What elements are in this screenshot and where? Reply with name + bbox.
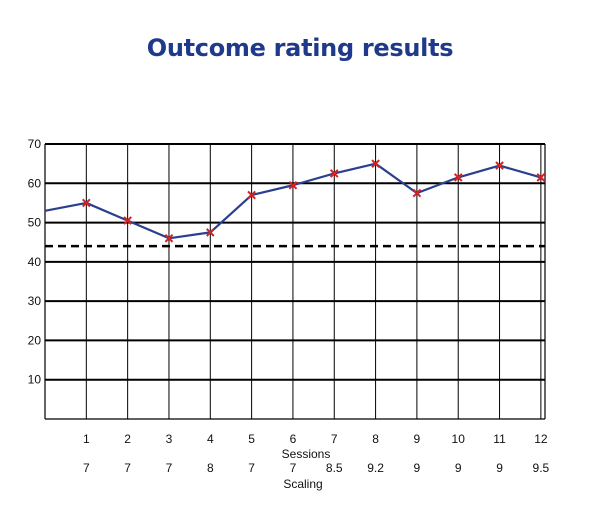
data-point-4 bbox=[205, 228, 215, 237]
scaling-label-2: 7 bbox=[124, 461, 131, 475]
scaling-label-12: 9.5 bbox=[533, 461, 550, 475]
y-tick-label-20: 20 bbox=[28, 333, 42, 347]
y-tick-label-40: 40 bbox=[28, 255, 42, 269]
data-point-mark bbox=[288, 180, 298, 190]
data-point-mark bbox=[412, 188, 422, 198]
x-tick-label-9: 9 bbox=[414, 432, 421, 446]
data-point-1 bbox=[82, 198, 91, 208]
data-point-10 bbox=[453, 173, 463, 182]
data-point-mark bbox=[205, 228, 215, 237]
scaling-label-9: 9 bbox=[414, 461, 421, 475]
x-tick-label-3: 3 bbox=[166, 432, 173, 446]
data-point-mark bbox=[495, 161, 504, 170]
data-point-8 bbox=[371, 159, 380, 168]
y-tick-label-60: 60 bbox=[28, 176, 42, 190]
x-tick-label-2: 2 bbox=[124, 432, 131, 446]
x-tick-label-10: 10 bbox=[452, 432, 466, 446]
scaling-label-7: 8.5 bbox=[326, 461, 343, 475]
data-point-11 bbox=[495, 161, 504, 170]
axis-labels: 10 20 30 40 50 60 70 1 7 2 7 3 7 4 8 5 7 6 7 7 8.5 8 9.2 9 9 10 9 1… bbox=[28, 137, 550, 491]
data-point-5 bbox=[247, 190, 256, 200]
data-point-mark bbox=[329, 169, 339, 178]
x-tick-label-4: 4 bbox=[207, 432, 214, 446]
scaling-row-title: Scaling bbox=[283, 477, 322, 491]
scaling-label-3: 7 bbox=[166, 461, 173, 475]
scaling-label-5: 7 bbox=[248, 461, 255, 475]
data-point-mark bbox=[453, 173, 463, 182]
data-point-mark bbox=[536, 173, 546, 182]
data-point-7 bbox=[329, 169, 339, 178]
data-point-mark bbox=[123, 216, 132, 225]
chart-title: Outcome rating results bbox=[146, 34, 454, 62]
scaling-label-8: 9.2 bbox=[367, 461, 384, 475]
x-tick-label-12: 12 bbox=[534, 432, 548, 446]
y-tick-label-50: 50 bbox=[28, 216, 42, 230]
x-tick-label-11: 11 bbox=[493, 432, 506, 446]
data-point-mark bbox=[164, 233, 174, 243]
data-point-2 bbox=[123, 216, 132, 225]
data-point-mark bbox=[82, 198, 91, 208]
data-point-3 bbox=[164, 233, 174, 243]
data-point-mark bbox=[371, 159, 380, 168]
data-point-mark bbox=[247, 190, 256, 200]
y-tick-label-10: 10 bbox=[28, 373, 42, 387]
scaling-label-6: 7 bbox=[290, 461, 297, 475]
x-tick-label-1: 1 bbox=[83, 432, 90, 446]
data-point-6 bbox=[288, 180, 298, 190]
x-tick-label-5: 5 bbox=[248, 432, 255, 446]
scaling-label-4: 8 bbox=[207, 461, 214, 475]
y-tick-label-30: 30 bbox=[28, 294, 42, 308]
x-tick-label-8: 8 bbox=[372, 432, 379, 446]
x-tick-label-6: 6 bbox=[290, 432, 297, 446]
data-point-12 bbox=[536, 173, 546, 182]
y-tick-label-70: 70 bbox=[28, 137, 42, 151]
series-markers bbox=[82, 159, 546, 243]
scaling-label-1: 7 bbox=[83, 461, 90, 475]
scaling-label-10: 9 bbox=[455, 461, 462, 475]
x-axis-title: Sessions bbox=[282, 447, 331, 461]
data-point-9 bbox=[412, 188, 422, 198]
x-tick-label-7: 7 bbox=[331, 432, 338, 446]
scaling-label-11: 9 bbox=[496, 461, 503, 475]
